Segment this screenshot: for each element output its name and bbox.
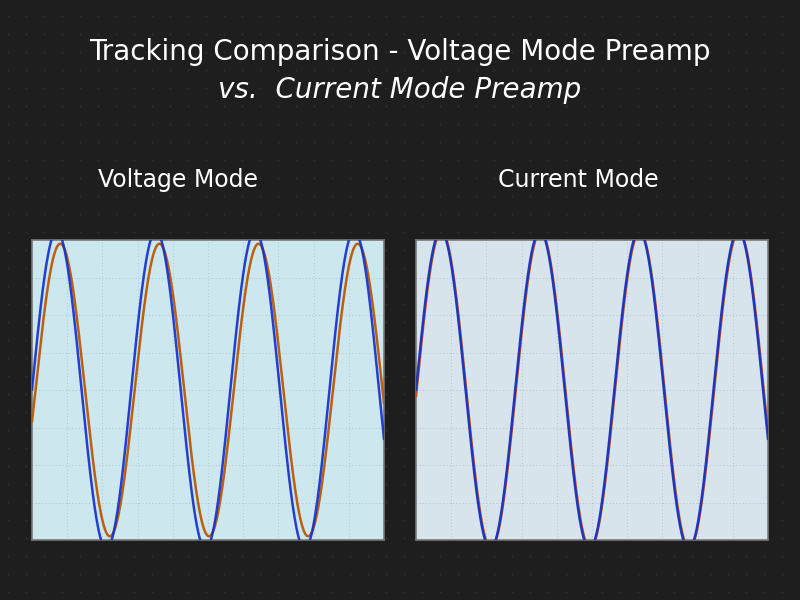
Text: vs.  Current Mode Preamp: vs. Current Mode Preamp bbox=[218, 76, 582, 104]
Text: Voltage Mode: Voltage Mode bbox=[98, 168, 258, 192]
Text: Tracking Comparison - Voltage Mode Preamp: Tracking Comparison - Voltage Mode Pream… bbox=[90, 38, 710, 66]
Text: Current Mode: Current Mode bbox=[498, 168, 658, 192]
